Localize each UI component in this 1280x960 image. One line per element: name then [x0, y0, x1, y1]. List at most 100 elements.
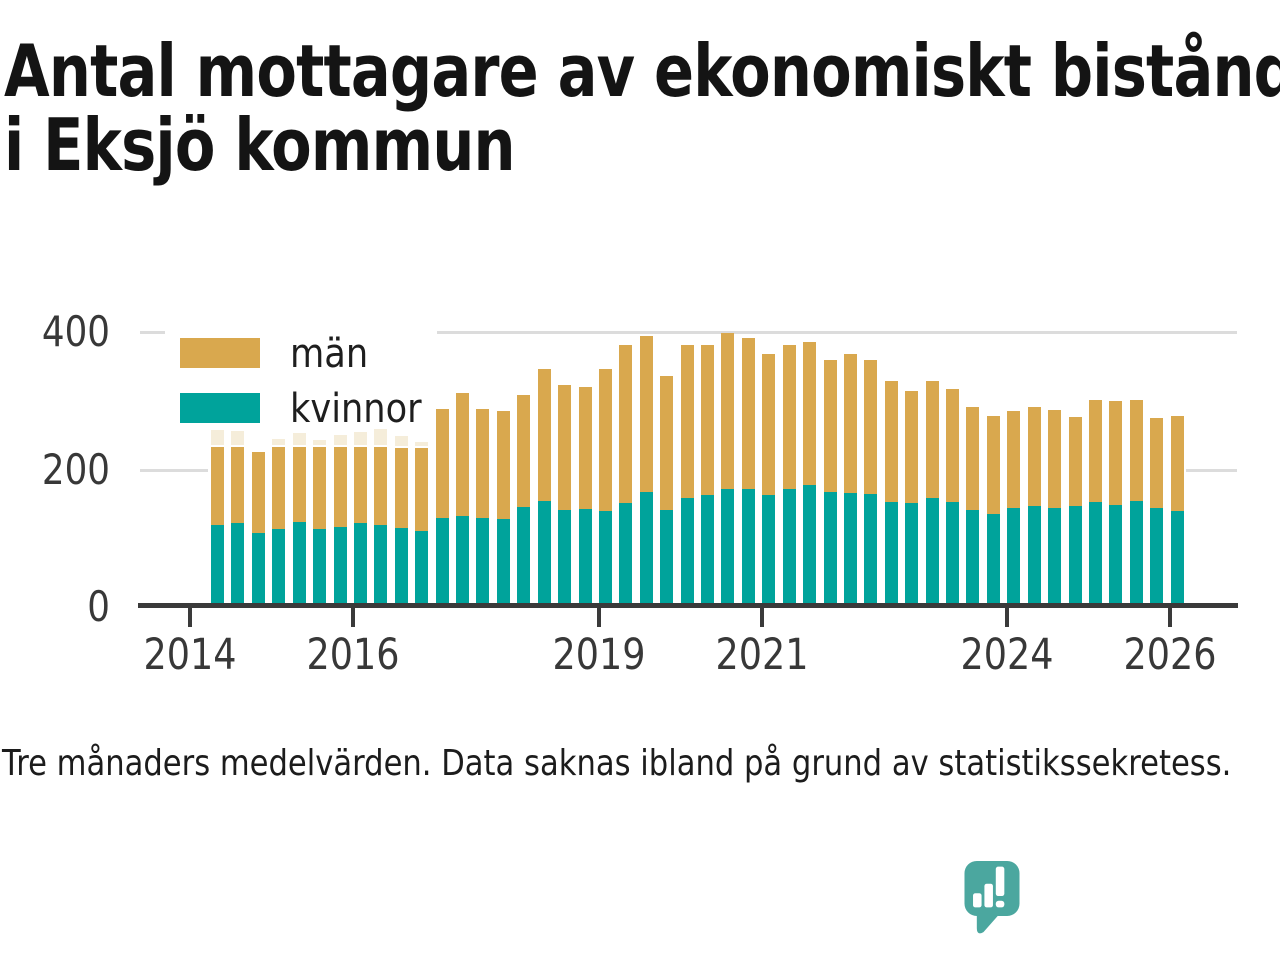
bar-man-2020-Q3 [721, 333, 735, 490]
bar-man-2016-Q4 [415, 447, 429, 531]
bar-man-2022-Q2 [864, 359, 878, 495]
x-tick-label-2026: 2026 [1123, 630, 1217, 680]
bar-man-2014-Q4 [251, 451, 265, 534]
bar-man-2024-Q4 [1068, 416, 1082, 506]
bar-man-2021-Q2 [782, 345, 796, 490]
bar-man-2021-Q1 [762, 354, 776, 495]
bar-man-2019-Q1 [598, 369, 612, 511]
bar-kvinnor-2022-Q1 [843, 492, 857, 607]
bar-kvinnor-2025-Q4 [1150, 508, 1164, 607]
bar-faded-2016-Q3 [394, 435, 408, 446]
bar-kvinnor-2016-Q2 [374, 524, 388, 607]
bar-kvinnor-2022-Q3 [884, 501, 898, 607]
bar-man-2019-Q2 [619, 345, 633, 503]
bar-kvinnor-2025-Q2 [1109, 504, 1123, 607]
bar-kvinnor-2017-Q4 [496, 519, 510, 607]
bar-man-2025-Q3 [1129, 400, 1143, 502]
bar-kvinnor-2020-Q3 [721, 489, 735, 607]
bar-kvinnor-2020-Q4 [741, 489, 755, 607]
bar-man-2026-Q1 [1170, 415, 1184, 512]
bar-man-2024-Q2 [1027, 406, 1041, 506]
bar-kvinnor-2023-Q3 [966, 510, 980, 607]
bar-kvinnor-2018-Q2 [537, 501, 551, 607]
bar-man-2018-Q3 [558, 384, 572, 511]
bar-kvinnor-2019-Q2 [619, 502, 633, 607]
bar-man-2016-Q3 [394, 447, 408, 528]
legend-swatch-kvinnor [180, 393, 260, 423]
bar-man-2023-Q4 [986, 415, 1000, 515]
bar-kvinnor-2023-Q1 [925, 497, 939, 607]
bar-kvinnor-2014-Q3 [231, 523, 245, 607]
bar-man-2019-Q4 [660, 376, 674, 511]
bar-kvinnor-2023-Q4 [986, 514, 1000, 607]
logo-bar-1 [973, 893, 982, 908]
x-tick-label-2019: 2019 [551, 630, 646, 680]
bar-kvinnor-2018-Q4 [578, 509, 592, 607]
bar-faded-2015-Q3 [313, 439, 327, 445]
bar-kvinnor-2015-Q1 [272, 529, 286, 607]
bar-man-2022-Q1 [843, 354, 857, 493]
bar-kvinnor-2015-Q2 [292, 521, 306, 607]
gridline-200-right [1186, 468, 1237, 472]
bar-man-2015-Q2 [292, 446, 306, 522]
logo-bar-2 [984, 883, 993, 908]
bar-kvinnor-2014-Q4 [251, 533, 265, 607]
bar-kvinnor-2022-Q4 [905, 502, 919, 607]
bar-man-2024-Q1 [1007, 411, 1021, 508]
bar-kvinnor-2017-Q2 [456, 515, 469, 607]
x-axis-line [138, 603, 1238, 608]
chart-title-line2: i Eksjö kommun [4, 103, 516, 187]
bar-man-2021-Q4 [823, 359, 837, 492]
y-tick-label-0: 0 [87, 582, 110, 631]
x-tick-2024 [1005, 608, 1009, 627]
bar-man-2023-Q2 [946, 389, 959, 502]
bar-man-2017-Q2 [456, 393, 469, 516]
branding: Newsworthy [960, 858, 1280, 938]
x-tick-label-2024: 2024 [960, 630, 1054, 680]
logo-exclamation-bar [995, 866, 1005, 897]
bar-kvinnor-2023-Q2 [946, 501, 959, 607]
bar-kvinnor-2017-Q1 [435, 518, 449, 607]
bar-kvinnor-2025-Q3 [1129, 501, 1143, 607]
bar-kvinnor-2019-Q3 [639, 491, 653, 607]
bar-man-2022-Q3 [884, 380, 898, 502]
bar-man-2014-Q3 [231, 446, 245, 524]
bar-faded-2015-Q2 [292, 433, 306, 445]
bar-kvinnor-2024-Q3 [1048, 508, 1062, 607]
bar-kvinnor-2020-Q1 [680, 498, 694, 607]
x-tick-label-2016: 2016 [306, 630, 400, 680]
chart-title-line1: Antal mottagare av ekonomiskt bistånd [4, 29, 1280, 113]
bar-man-2024-Q3 [1048, 409, 1062, 508]
bar-kvinnor-2015-Q3 [313, 529, 327, 607]
gridline-200-left [140, 468, 208, 472]
bar-man-2020-Q1 [680, 345, 694, 499]
bar-man-2015-Q3 [313, 446, 327, 530]
bar-man-2019-Q3 [639, 336, 653, 492]
bar-faded-2014-Q2 [211, 430, 224, 445]
bar-man-2020-Q4 [741, 338, 755, 490]
bar-kvinnor-2018-Q1 [517, 507, 531, 607]
bar-kvinnor-2024-Q4 [1068, 505, 1082, 607]
bar-man-2023-Q3 [966, 406, 980, 511]
bar-kvinnor-2019-Q4 [660, 510, 674, 607]
bar-faded-2016-Q2 [374, 428, 388, 445]
bar-kvinnor-2021-Q3 [803, 484, 817, 607]
x-tick-2019 [596, 608, 601, 627]
legend-label-kvinnor: kvinnor [290, 386, 422, 432]
bar-man-2025-Q2 [1109, 400, 1123, 505]
bar-kvinnor-2018-Q3 [558, 510, 572, 607]
x-tick-label-2014: 2014 [143, 630, 237, 680]
bar-kvinnor-2015-Q4 [333, 526, 347, 607]
bar-man-2018-Q1 [517, 394, 531, 508]
bar-kvinnor-2022-Q2 [864, 494, 878, 607]
bar-kvinnor-2019-Q1 [598, 510, 612, 607]
x-tick-2026 [1168, 608, 1173, 627]
bar-man-2014-Q2 [211, 446, 224, 526]
bar-kvinnor-2024-Q2 [1027, 505, 1041, 607]
bar-kvinnor-2016-Q4 [415, 530, 429, 607]
bar-man-2020-Q2 [701, 345, 714, 495]
bar-kvinnor-2020-Q2 [701, 494, 714, 607]
bar-kvinnor-2021-Q4 [823, 491, 837, 607]
bar-kvinnor-2021-Q2 [782, 489, 796, 607]
